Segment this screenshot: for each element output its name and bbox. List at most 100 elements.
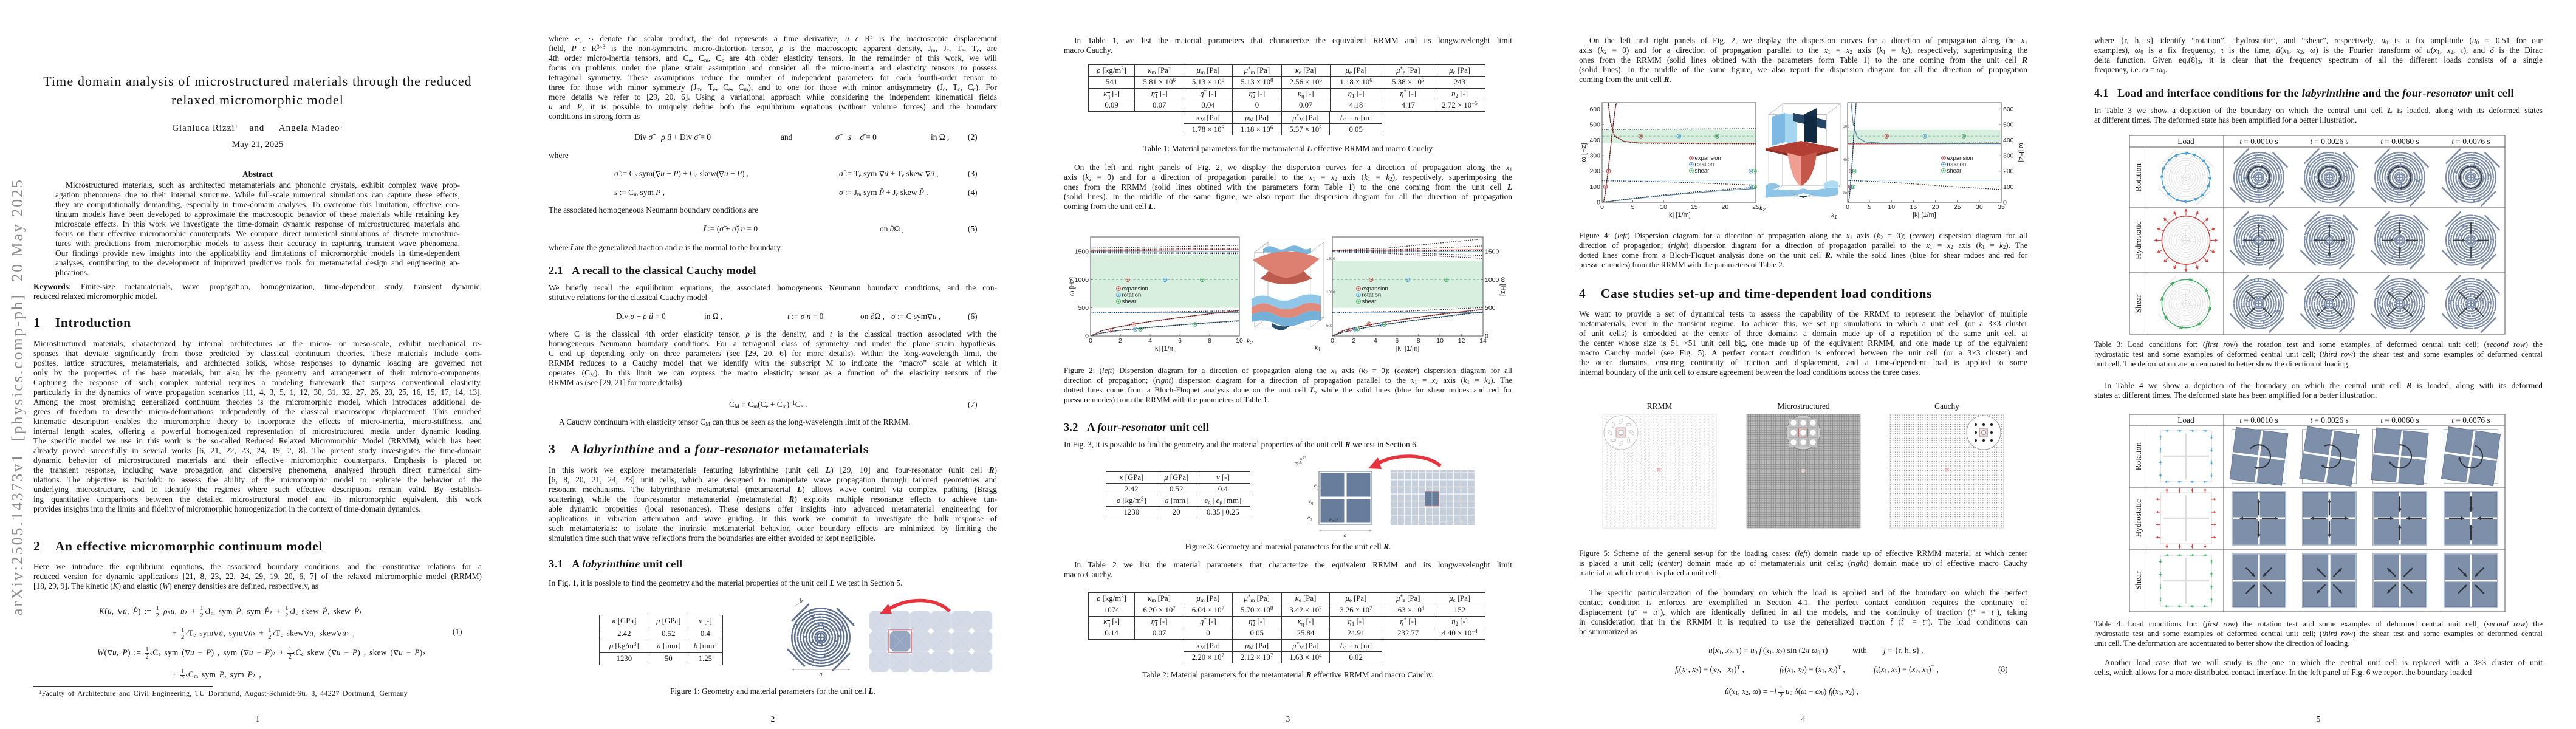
svg-text:20: 20 (1722, 204, 1729, 211)
svg-text:100: 100 (2003, 183, 2014, 191)
svg-text:500: 500 (1326, 324, 1333, 328)
svg-text:600: 600 (1843, 125, 1849, 129)
svg-text:1000: 1000 (1075, 276, 1089, 284)
svg-text:|k| [1/m]: |k| [1/m] (1667, 211, 1691, 219)
svg-text:500: 500 (1589, 121, 1600, 128)
svg-text:Load: Load (2177, 416, 2194, 425)
svg-text:1500: 1500 (1485, 248, 1499, 256)
svg-text:t = 0.0026 s: t = 0.0026 s (2310, 416, 2348, 425)
svg-text:Shear: Shear (2134, 294, 2143, 313)
svg-text:a: a (820, 671, 823, 678)
svg-text:expansion: expansion (1122, 286, 1148, 292)
svg-text:4: 4 (1374, 337, 1377, 344)
svg-text:shear: shear (1695, 168, 1710, 174)
svg-text:2eg+ep: 2eg+ep (1293, 453, 1307, 467)
svg-text:1000: 1000 (1485, 276, 1499, 284)
svg-text:shear: shear (1947, 168, 1962, 174)
svg-text:15: 15 (1910, 204, 1917, 211)
svg-text:200: 200 (2003, 168, 2014, 175)
svg-text:rotation: rotation (1362, 292, 1382, 299)
svg-text:5: 5 (1631, 204, 1635, 211)
svg-text:Hydrostatic: Hydrostatic (2134, 221, 2143, 259)
svg-text:k1: k1 (1315, 344, 1321, 352)
svg-text:|k| [1/m]: |k| [1/m] (1913, 211, 1936, 219)
svg-text:|k| [1/m]: |k| [1/m] (1396, 345, 1420, 352)
svg-text:12: 12 (1458, 337, 1465, 344)
svg-text:0: 0 (1085, 333, 1089, 340)
svg-text:30: 30 (1976, 204, 1983, 211)
svg-text:b: b (800, 598, 803, 604)
svg-text:500: 500 (1485, 304, 1496, 312)
svg-text:0: 0 (1485, 333, 1488, 340)
svg-text:Rotation: Rotation (2134, 163, 2143, 191)
svg-text:500: 500 (1078, 304, 1089, 312)
svg-text:ep: ep (1307, 515, 1312, 522)
svg-text:t = 0.0010 s: t = 0.0010 s (2239, 137, 2278, 146)
svg-text:400: 400 (1589, 137, 1600, 144)
svg-text:600: 600 (2003, 106, 2014, 113)
svg-text:t = 0.0060 s: t = 0.0060 s (2380, 137, 2419, 146)
svg-text:35: 35 (1998, 204, 2005, 211)
svg-text:ep/2: ep/2 (1329, 516, 1338, 524)
svg-text:expansion: expansion (1947, 155, 1973, 162)
svg-text:100: 100 (1589, 183, 1600, 191)
svg-text:1000: 1000 (1326, 290, 1335, 295)
svg-text:k2: k2 (1759, 205, 1766, 213)
svg-text:expansion: expansion (1362, 286, 1388, 292)
svg-text:25: 25 (1752, 204, 1759, 211)
svg-text:0: 0 (2003, 199, 2007, 207)
svg-text:14: 14 (1479, 337, 1487, 344)
svg-text:ω [Hz]: ω [Hz] (1499, 277, 1507, 296)
svg-text:0: 0 (1331, 337, 1334, 344)
svg-text:2: 2 (1352, 337, 1355, 344)
svg-text:200: 200 (1843, 191, 1849, 196)
svg-text:8: 8 (1208, 337, 1211, 344)
svg-text:Shear: Shear (2134, 571, 2143, 590)
svg-text:4: 4 (1148, 337, 1152, 344)
svg-text:25: 25 (1954, 204, 1961, 211)
svg-text:400: 400 (1843, 158, 1849, 162)
svg-text:eg: eg (1314, 482, 1319, 490)
svg-text:6: 6 (1395, 337, 1399, 344)
svg-text:|k| [1/m]: |k| [1/m] (1153, 345, 1177, 352)
svg-text:200: 200 (1589, 168, 1600, 175)
svg-text:6: 6 (1178, 337, 1182, 344)
svg-text:5: 5 (1868, 204, 1871, 211)
svg-text:t = 0.0076 s: t = 0.0076 s (2451, 416, 2490, 425)
svg-text:1500: 1500 (1326, 257, 1335, 261)
svg-text:k1: k1 (1831, 212, 1837, 220)
svg-text:300: 300 (1589, 152, 1600, 160)
svg-text:2: 2 (1118, 337, 1122, 344)
svg-text:rotation: rotation (1947, 162, 1967, 168)
svg-text:10: 10 (1888, 204, 1895, 211)
svg-text:eg: eg (1309, 498, 1314, 505)
svg-text:10: 10 (1236, 337, 1243, 344)
svg-text:t = 0.0010 s: t = 0.0010 s (2239, 416, 2278, 425)
svg-text:shear: shear (1122, 298, 1137, 305)
svg-text:a: a (1344, 532, 1347, 539)
svg-text:8: 8 (1417, 337, 1420, 344)
svg-text:500: 500 (2003, 121, 2014, 128)
svg-text:ω [Hz]: ω [Hz] (1580, 143, 1588, 162)
svg-text:0: 0 (1089, 337, 1092, 344)
svg-text:expansion: expansion (1695, 155, 1721, 162)
svg-text:300: 300 (2003, 152, 2014, 160)
svg-text:rotation: rotation (1122, 292, 1142, 299)
svg-text:k2: k2 (1247, 338, 1253, 346)
svg-text:1500: 1500 (1075, 248, 1089, 256)
svg-text:t = 0.0026 s: t = 0.0026 s (2310, 137, 2348, 146)
svg-text:rotation: rotation (1695, 162, 1714, 168)
svg-text:400: 400 (2003, 137, 2014, 144)
svg-text:t = 0.0060 s: t = 0.0060 s (2380, 416, 2419, 425)
svg-text:Load: Load (2177, 137, 2194, 146)
svg-text:t = 0.0076 s: t = 0.0076 s (2451, 137, 2490, 146)
svg-text:10: 10 (1436, 337, 1444, 344)
svg-text:20: 20 (1932, 204, 1939, 211)
svg-text:ω [Hz]: ω [Hz] (2018, 143, 2025, 162)
svg-text:600: 600 (1589, 106, 1600, 113)
svg-text:10: 10 (1660, 204, 1667, 211)
svg-text:Rotation: Rotation (2134, 442, 2143, 470)
svg-text:15: 15 (1691, 204, 1698, 211)
svg-text:ω [Hz]: ω [Hz] (1069, 277, 1076, 296)
svg-text:0: 0 (1846, 204, 1849, 211)
